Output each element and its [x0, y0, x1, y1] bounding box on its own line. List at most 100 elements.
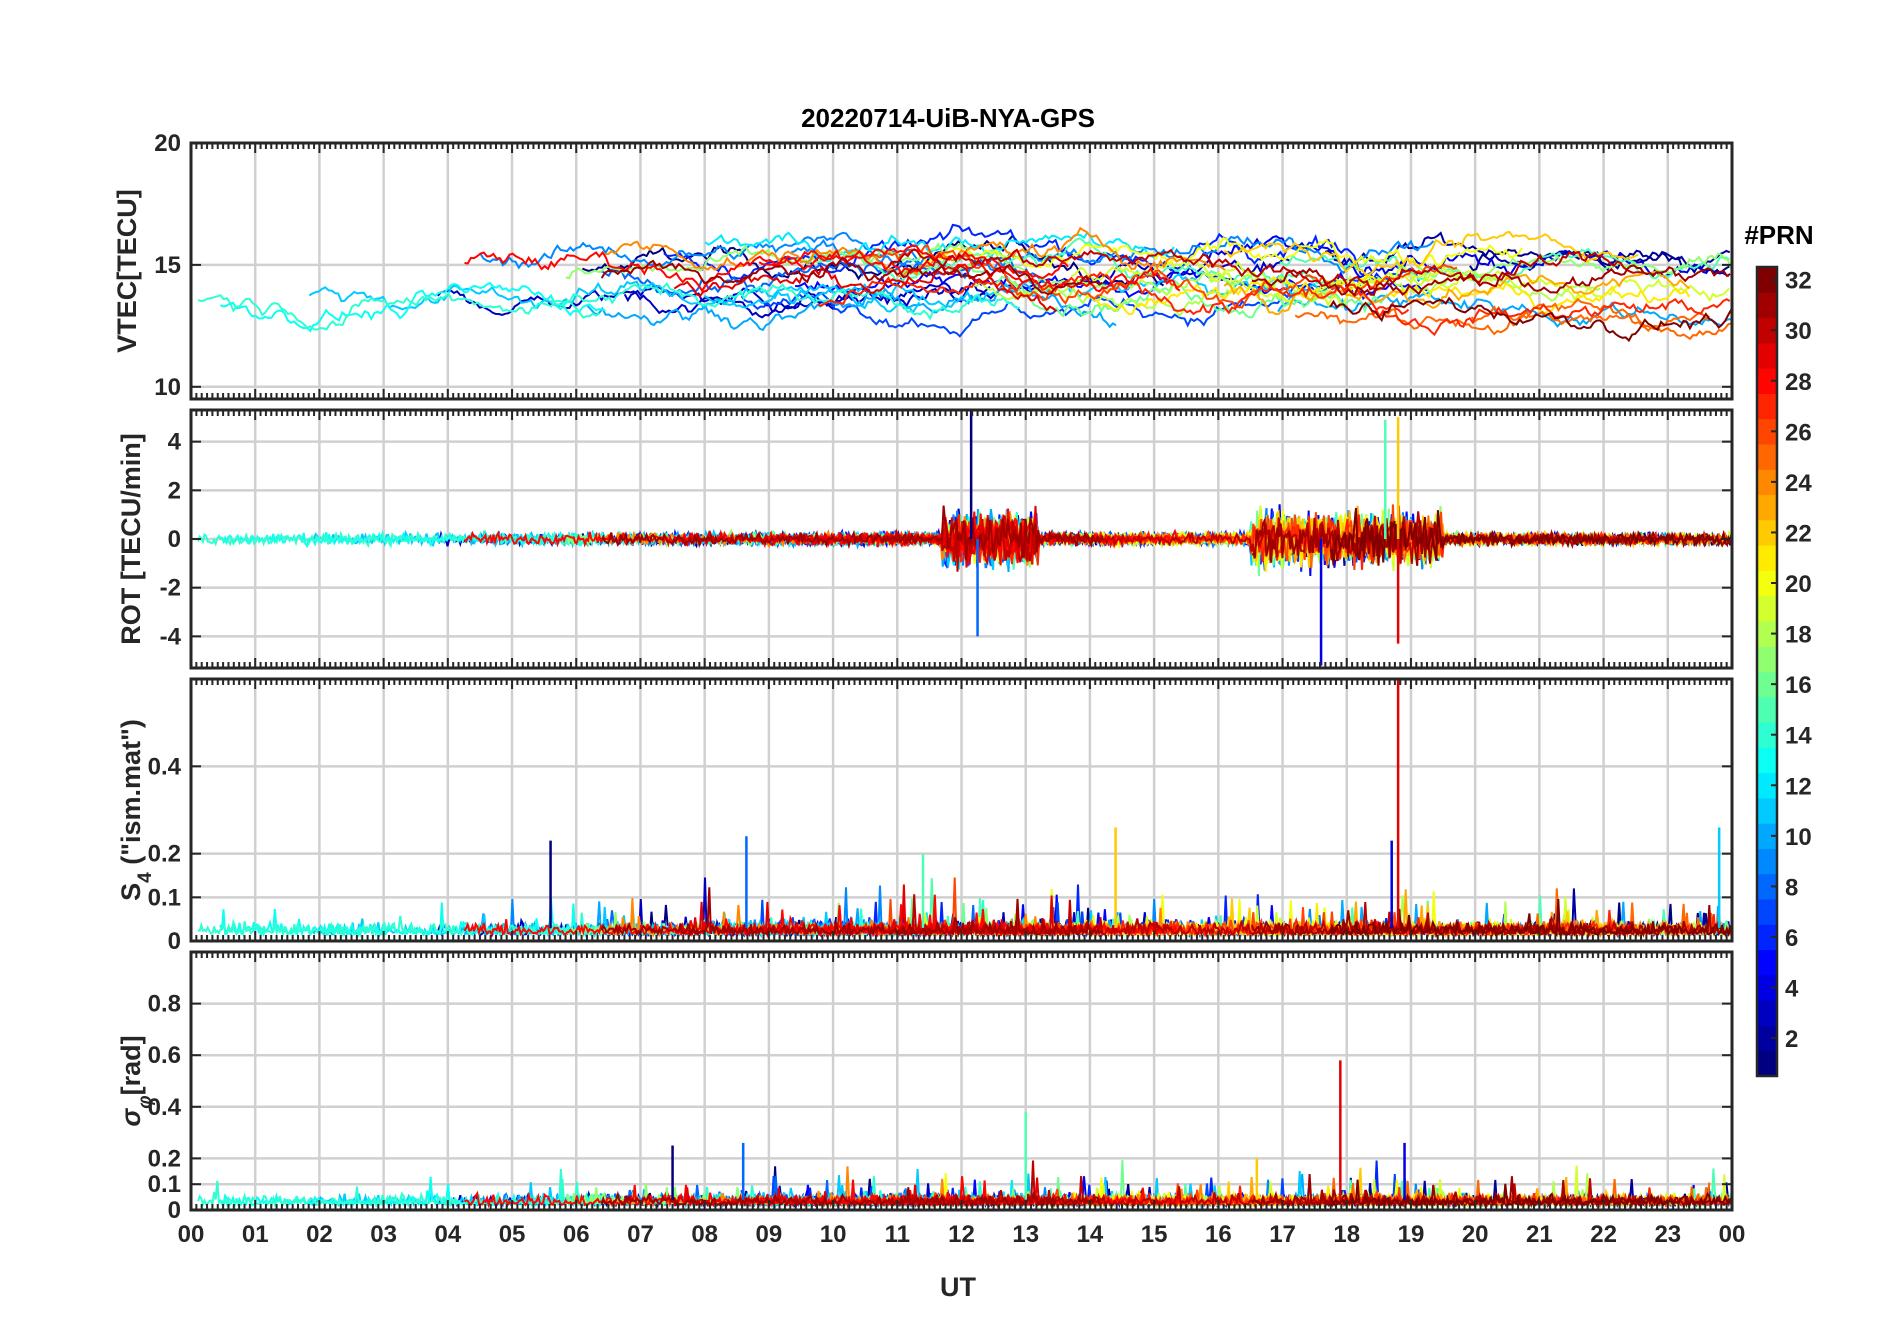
y-tick-label: 15 [154, 252, 181, 279]
colorbar-band [1757, 570, 1777, 597]
series-line-prn-14 [197, 915, 602, 939]
axis-ticks [190, 142, 1733, 399]
colorbar-band [1757, 949, 1777, 976]
colorbar-tick-label: 6 [1785, 925, 1798, 952]
y-tick-label: 2 [168, 477, 181, 504]
colorbar-band [1757, 267, 1777, 293]
panel-ROT: -4 -2 0 2 4 ROT [TECU/min] [116, 408, 1734, 670]
colorbar-band [1757, 393, 1777, 420]
colorbar-tick-label: 14 [1785, 723, 1812, 750]
y-tick-label: 0 [168, 928, 181, 955]
y-axis-label: VTEC[TECU] [112, 189, 142, 353]
series-line-prn-13 [220, 529, 607, 549]
series-line-prn-31 [600, 887, 1104, 939]
colorbar-band [1757, 924, 1777, 951]
colorbar-tick-label: 24 [1785, 470, 1812, 497]
series-line-prn-13 [219, 281, 606, 333]
colorbar-band [1757, 418, 1777, 445]
x-tick-label: 04 [434, 1221, 461, 1248]
x-tick-label: 22 [1590, 1221, 1617, 1248]
series-line-prn-31 [1251, 516, 1732, 566]
x-tick-label: 19 [1398, 1221, 1425, 1248]
colorbar-band [1757, 823, 1777, 849]
panel-VTEC: 10 15 20 VTEC[TECU] [112, 130, 1734, 401]
x-tick-label: 09 [756, 1221, 783, 1248]
series-line-prn-32 [1329, 1179, 1732, 1208]
colorbar-tick-label: 2 [1785, 1026, 1798, 1053]
y-tick-label: 0.2 [148, 841, 181, 868]
panel-S4: 0 0.1 0.2 0.4S4 ("ism.mat") [116, 677, 1734, 955]
x-tick-label: 06 [563, 1221, 590, 1248]
y-tick-label: 4 [168, 429, 182, 456]
colorbar-band [1757, 292, 1777, 319]
colorbar-band [1757, 1050, 1777, 1077]
series-line-prn-1 [581, 234, 1165, 287]
colorbar-band [1757, 469, 1777, 496]
y-tick-label: 0.2 [148, 1145, 181, 1172]
x-axis-label: UT [940, 1272, 976, 1302]
series-line-prn-31 [600, 1187, 1103, 1209]
series-line-prn-32 [1329, 296, 1732, 343]
y-axis-label: ROT [TECU/min] [116, 433, 146, 644]
x-tick-label: 17 [1269, 1221, 1296, 1248]
series-line-prn-18 [973, 281, 1238, 318]
x-tick-label: 11 [885, 1221, 910, 1248]
y-tick-label: -2 [160, 575, 181, 602]
colorbar-tick-label: 20 [1785, 571, 1812, 598]
x-tick-label: 23 [1654, 1221, 1681, 1248]
colorbar-tick-label: 18 [1785, 622, 1812, 649]
colorbar-band [1757, 696, 1777, 723]
x-tick-label: 03 [370, 1221, 397, 1248]
x-tick-label: 13 [1012, 1221, 1039, 1248]
series-line-prn-10 [585, 282, 1117, 332]
x-tick-label: 01 [242, 1221, 269, 1248]
colorbar-band [1757, 1000, 1777, 1026]
series-line-prn-11 [308, 280, 921, 315]
colorbar-band [1757, 494, 1777, 521]
colorbar-frame [1755, 265, 1779, 1078]
series-line-prn-27 [817, 271, 1410, 316]
axis-ticks [190, 679, 1733, 942]
series-group [197, 679, 1732, 939]
series-line-prn-21 [1390, 281, 1691, 315]
colorbar-band [1757, 342, 1777, 369]
series-line-prn-31 [1251, 264, 1731, 297]
y-tick-label: 0.1 [148, 1171, 181, 1198]
x-tick-label: 15 [1141, 1221, 1168, 1248]
colorbar-tick-label: 16 [1785, 672, 1812, 699]
x-tick-label: 00 [178, 1221, 205, 1248]
colorbar-tick-label: 12 [1785, 773, 1812, 800]
series-group [197, 1060, 1732, 1209]
y-tick-label: 0.4 [148, 753, 182, 780]
colorbar-band [1757, 899, 1777, 925]
colorbar-band [1757, 772, 1777, 799]
colorbar-band [1757, 317, 1777, 344]
series-line-prn-31 [600, 505, 1104, 561]
x-tick-label: 00 [1719, 1221, 1746, 1248]
figure-title: 20220714-UiB-NYA-GPS [801, 103, 1095, 133]
x-tick-label: 18 [1333, 1221, 1360, 1248]
colorbar-tick-label: 32 [1785, 268, 1812, 295]
series-line-prn-16 [901, 257, 1389, 319]
series-line-prn-30 [887, 248, 1644, 292]
series-line-prn-14 [550, 282, 1021, 321]
y-axis-label: σφ[rad] [116, 1035, 156, 1126]
series-line-prn-25 [1294, 297, 1710, 336]
series-line-prn-28 [464, 249, 1069, 293]
colorbar-band [1757, 545, 1777, 571]
colorbar-band [1757, 646, 1777, 672]
axis-ticks [190, 952, 1733, 1211]
series-line-prn-28 [758, 244, 1181, 293]
x-tick-label: 21 [1526, 1221, 1553, 1248]
series-line-prn-31 [600, 257, 1104, 296]
x-tick-label: 02 [306, 1221, 333, 1248]
colorbar-band [1757, 1025, 1777, 1052]
y-tick-label: 0.6 [148, 1042, 181, 1069]
x-tick-label: 16 [1205, 1221, 1232, 1248]
colorbar-tick-label: 4 [1785, 976, 1799, 1003]
colorbar-band [1757, 443, 1777, 470]
series-line-prn-22 [1223, 230, 1639, 277]
